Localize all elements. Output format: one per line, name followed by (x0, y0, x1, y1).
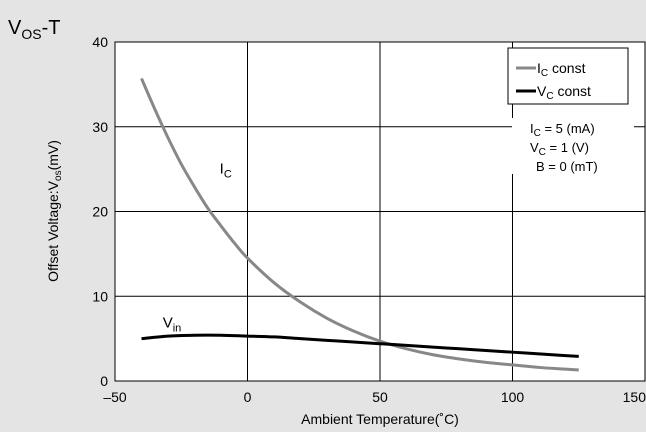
annotations: IC Vin (163, 160, 232, 334)
annotation-ic: IC (220, 160, 232, 180)
condition-vc: VC = 1 (V) (530, 140, 589, 158)
conditions: IC = 5 (mA) VC = 1 (V) B = 0 (mT) (512, 118, 634, 174)
plot-frame (114, 41, 646, 382)
legend-box (507, 47, 629, 105)
annotation-vin: Vin (163, 315, 182, 335)
y-axis-label: Offset Voltage:Vos(mV) (45, 140, 64, 282)
series-layer (140, 77, 579, 372)
x-tick-label: –50 (103, 389, 127, 405)
legend-label-ic-const: IC const (537, 60, 586, 79)
y-tick-label: 30 (92, 119, 108, 135)
x-tick-label: 150 (623, 389, 646, 405)
x-tick-label: 0 (244, 389, 252, 405)
y-tick-label: 0 (100, 373, 108, 389)
conditions-box (512, 118, 634, 174)
x-tick-label: 50 (372, 389, 388, 405)
condition-b: B = 0 (mT) (536, 159, 598, 174)
series-line-ic-const (140, 77, 579, 372)
legend: IC const VC const (507, 47, 629, 105)
condition-ic: IC = 5 (mA) (530, 121, 595, 139)
y-tick-labels: 0 10 20 30 40 (92, 34, 108, 389)
y-tick-label: 10 (92, 288, 108, 304)
y-tick-label: 20 (92, 204, 108, 220)
chart-title: VOS-T (8, 17, 60, 42)
series-line-vc-const (141, 333, 579, 358)
x-tick-label: 100 (501, 389, 525, 405)
x-tick-labels: –50 0 50 100 150 (103, 389, 646, 405)
x-axis-label: Ambient Temperature(˚C) (301, 411, 459, 427)
legend-label-vc-const: VC const (537, 83, 591, 102)
y-tick-label: 40 (92, 34, 108, 50)
